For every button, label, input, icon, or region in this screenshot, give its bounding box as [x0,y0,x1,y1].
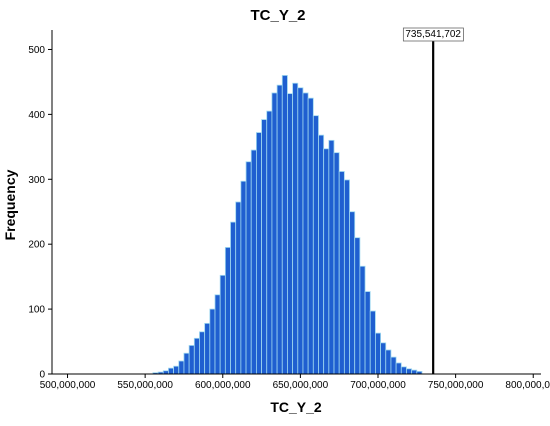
histogram-bar [209,308,216,375]
x-tick-label: 800,000,000 [505,380,550,391]
histogram-bar [183,352,190,375]
y-tick-label: 200 [28,240,45,251]
histogram-bar [281,75,288,375]
y-axis-title: Frequency [2,169,18,240]
x-tick-label: 600,000,000 [195,380,251,391]
x-axis-title: TC_Y_2 [270,399,322,415]
histogram-bar [178,360,185,375]
histogram-bar [292,82,299,375]
histogram-bar [230,221,237,375]
histogram-bar [369,310,376,375]
x-tick-label: 650,000,000 [273,380,329,391]
y-tick-label: 100 [28,305,45,316]
histogram-bar [400,366,407,375]
reference-line-group: 735,541,702 [402,27,464,374]
histogram-bar [297,87,304,375]
axes [51,30,541,375]
histogram-bar [261,119,268,375]
y-tick-label: 500 [28,45,45,56]
histogram-bar [250,149,257,375]
histogram-bar [395,362,402,375]
histogram-bar [204,322,211,375]
histogram-bar [188,345,195,375]
histogram-bar [390,356,397,375]
histogram-bar [219,274,226,375]
histogram-bar [411,369,418,375]
histogram-bar [240,180,247,375]
y-tick-label: 400 [28,110,45,121]
histogram-bar [385,349,392,375]
histogram-bar [199,331,206,375]
histogram-bar [287,93,294,375]
histogram-bar [380,342,387,375]
histogram-bar [193,337,200,375]
histogram-bar [328,139,335,375]
histogram-bar [354,237,361,375]
histogram-bar [349,211,356,375]
x-tick-label: 700,000,000 [350,380,406,391]
histogram-bar [276,84,283,375]
y-tick-label: 300 [28,175,45,186]
x-axis-ticks: 500,000,000 550,000,000 600,000,000 650,000… [40,374,550,391]
reference-label-box [402,27,464,42]
histogram-bar [375,332,381,375]
y-axis-ticks: 0 100 200 300 400 500 [28,45,52,381]
histogram-bar [343,179,350,375]
reference-line-label: 735,541,702 [405,29,461,40]
histogram-bar [271,92,278,375]
x-tick-label: 750,000,000 [428,380,484,391]
histogram-bar [302,92,309,375]
histogram-bar [406,368,413,375]
histogram-bar [359,265,366,375]
histogram-bar [235,201,242,375]
histogram-bar [255,132,262,375]
histogram-bar [307,97,314,375]
x-tick-label: 550,000,000 [117,380,173,391]
chart-title: TC_Y_2 [250,7,305,24]
histogram-bar [318,134,325,375]
histogram-bar [266,110,273,375]
y-tick-label: 0 [39,370,45,381]
histogram-bar [224,247,231,375]
histogram-bar [214,294,221,375]
histogram-bar [245,161,252,375]
histogram-bar [333,152,340,375]
histogram-bar [364,291,371,375]
histogram-bar [312,115,319,375]
histogram-bar [323,148,330,375]
histogram-bars [152,75,423,375]
histogram-bar [168,367,175,375]
histogram-bar [173,365,180,375]
x-tick-label: 500,000,000 [40,380,96,391]
histogram-bar [338,171,345,375]
